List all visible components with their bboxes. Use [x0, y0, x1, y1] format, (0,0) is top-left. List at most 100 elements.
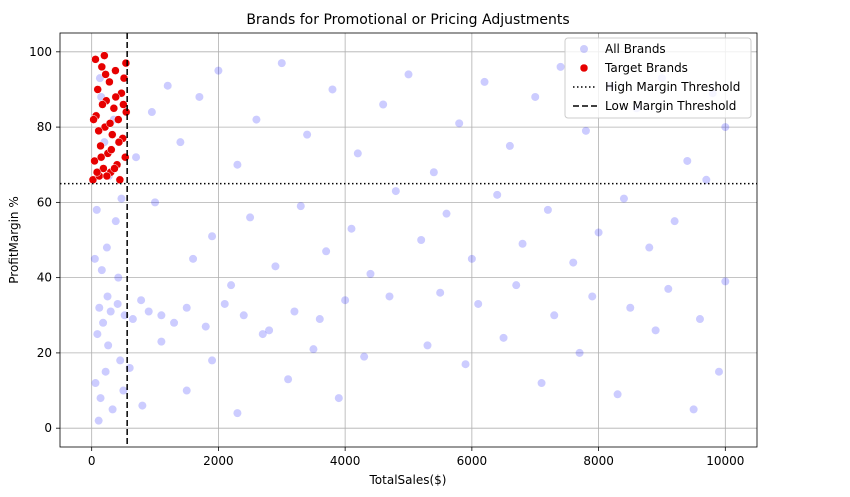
- all-brands-point: [429, 168, 438, 177]
- target-brand-point: [91, 55, 100, 64]
- all-brands-point: [113, 299, 122, 308]
- all-brands-point: [537, 379, 546, 388]
- y-tick-label: 20: [37, 346, 52, 360]
- all-brands-point: [594, 228, 603, 237]
- target-brand-point: [105, 77, 114, 87]
- all-brands-point: [108, 405, 117, 414]
- y-tick-label: 0: [44, 421, 52, 435]
- all-brands-point: [128, 315, 137, 324]
- all-brands-point: [695, 315, 704, 324]
- all-brands-point: [95, 303, 104, 312]
- all-brands-point: [512, 281, 521, 290]
- y-tick-label: 100: [29, 45, 52, 59]
- x-axis-label: TotalSales($): [369, 473, 447, 487]
- all-brands-point: [111, 217, 120, 226]
- x-tick-label: 2000: [203, 454, 234, 468]
- all-brands-point: [106, 307, 115, 316]
- all-brands-point: [347, 224, 356, 233]
- legend: All Brands Target Brands High Margin Thr…: [564, 37, 752, 119]
- all-brands-point: [284, 375, 293, 384]
- target-brand-point: [100, 51, 109, 60]
- all-brands-point: [670, 217, 679, 226]
- target-brand-point: [90, 156, 99, 166]
- all-brands-point: [499, 333, 508, 342]
- all-brands-point: [233, 409, 242, 418]
- target-brand-point: [99, 164, 108, 173]
- all-brands-point: [137, 296, 146, 305]
- y-tick-label: 40: [37, 271, 52, 285]
- x-tick-label: 8000: [583, 454, 614, 468]
- target-brand-point: [111, 66, 120, 75]
- all-brands-point: [151, 198, 160, 207]
- all-brands-point: [220, 299, 229, 308]
- x-tick-label: 6000: [457, 454, 488, 468]
- all-brands-point: [208, 232, 217, 241]
- all-brands-point: [170, 318, 179, 327]
- all-brands-point: [195, 92, 204, 101]
- all-brands-point: [683, 156, 692, 165]
- all-brands-point: [92, 205, 101, 214]
- all-brands-point: [296, 202, 305, 211]
- y-axis-ticks: 0 20 40 60 80 100: [29, 45, 60, 435]
- all-brands-point: [581, 126, 590, 135]
- all-brands-point: [474, 299, 483, 308]
- all-brands-point: [116, 356, 125, 365]
- target-brand-point: [115, 175, 125, 185]
- all-brands-point: [189, 254, 198, 263]
- all-brands-point: [505, 141, 514, 150]
- target-brand-point: [96, 141, 105, 151]
- target-brand-point: [105, 119, 115, 128]
- all-brands-point: [90, 254, 99, 263]
- target-brand-point: [97, 62, 107, 72]
- target-brand-point: [119, 73, 129, 83]
- x-axis-ticks: 0 2000 4000 6000 8000 10000: [88, 447, 744, 468]
- legend-low-margin-label: Low Margin Threshold: [605, 99, 736, 113]
- all-brands-point: [132, 153, 141, 162]
- all-brands-point: [239, 311, 248, 320]
- all-brands-point: [102, 243, 111, 252]
- target-brand-point: [93, 85, 102, 94]
- all-brands-point: [404, 70, 413, 79]
- all-brands-point: [214, 66, 223, 75]
- all-brands-point: [360, 352, 369, 361]
- all-brands-point: [322, 247, 331, 256]
- legend-target-brands-marker: [579, 63, 589, 73]
- all-brands-points: [90, 59, 730, 425]
- all-brands-point: [246, 213, 255, 222]
- all-brands-point: [721, 277, 730, 286]
- all-brands-point: [309, 345, 318, 354]
- all-brands-point: [201, 322, 210, 331]
- all-brands-point: [93, 330, 102, 339]
- all-brands-point: [645, 243, 654, 252]
- all-brands-point: [569, 258, 578, 267]
- target-brand-point: [107, 145, 116, 154]
- all-brands-point: [328, 85, 337, 94]
- all-brands-point: [467, 254, 476, 263]
- target-brand-point: [96, 152, 106, 162]
- all-brands-point: [315, 315, 324, 324]
- legend-all-brands-label: All Brands: [605, 42, 666, 56]
- grid: [60, 33, 757, 447]
- target-brand-point: [101, 70, 110, 79]
- all-brands-point: [391, 187, 400, 196]
- all-brands-point: [341, 296, 350, 305]
- target-brand-point: [121, 152, 130, 162]
- all-brands-point: [258, 330, 267, 339]
- all-brands-point: [334, 394, 343, 403]
- x-tick-label: 10000: [706, 454, 744, 468]
- legend-high-margin-label: High Margin Threshold: [605, 80, 740, 94]
- all-brands-point: [588, 292, 597, 301]
- all-brands-point: [626, 303, 635, 312]
- all-brands-point: [531, 92, 540, 101]
- all-brands-point: [147, 108, 156, 117]
- target-brand-point: [111, 92, 121, 102]
- all-brands-point: [103, 292, 112, 301]
- all-brands-point: [518, 239, 527, 248]
- all-brands-point: [619, 194, 628, 203]
- target-brand-point: [109, 104, 119, 113]
- all-brands-point: [493, 190, 502, 199]
- y-tick-label: 80: [37, 120, 52, 134]
- all-brands-point: [114, 273, 123, 282]
